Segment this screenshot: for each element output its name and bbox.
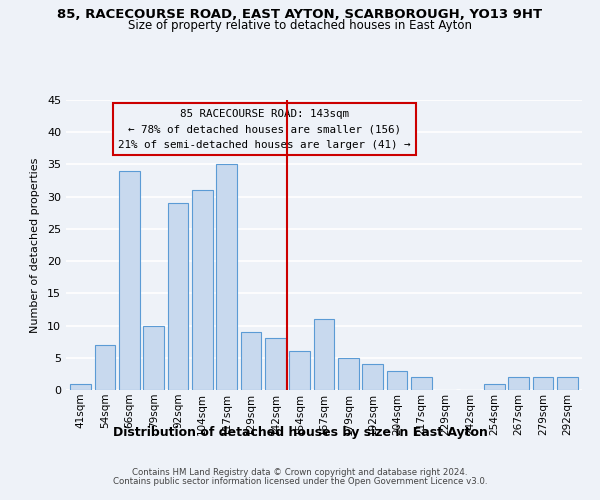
Text: 85, RACECOURSE ROAD, EAST AYTON, SCARBOROUGH, YO13 9HT: 85, RACECOURSE ROAD, EAST AYTON, SCARBOR… (58, 8, 542, 20)
Bar (192, 190, 212, 390)
Bar (119, 171, 140, 390)
Bar (167, 203, 188, 390)
Bar (386, 370, 407, 390)
Bar (411, 377, 432, 390)
Text: Contains HM Land Registry data © Crown copyright and database right 2024.: Contains HM Land Registry data © Crown c… (132, 468, 468, 477)
Bar (143, 326, 164, 390)
Bar (557, 377, 578, 390)
Bar (484, 384, 505, 390)
Bar (314, 319, 334, 390)
Text: 85 RACECOURSE ROAD: 143sqm
← 78% of detached houses are smaller (156)
21% of sem: 85 RACECOURSE ROAD: 143sqm ← 78% of deta… (118, 108, 411, 150)
Bar (289, 352, 310, 390)
Text: Size of property relative to detached houses in East Ayton: Size of property relative to detached ho… (128, 18, 472, 32)
Text: Distribution of detached houses by size in East Ayton: Distribution of detached houses by size … (113, 426, 487, 439)
Bar (338, 358, 359, 390)
Y-axis label: Number of detached properties: Number of detached properties (30, 158, 40, 332)
Text: Contains public sector information licensed under the Open Government Licence v3: Contains public sector information licen… (113, 476, 487, 486)
Bar (216, 164, 237, 390)
Bar (70, 384, 91, 390)
Bar (95, 345, 115, 390)
Bar (533, 377, 553, 390)
Bar (241, 332, 262, 390)
Bar (508, 377, 529, 390)
Bar (362, 364, 383, 390)
Bar (265, 338, 286, 390)
